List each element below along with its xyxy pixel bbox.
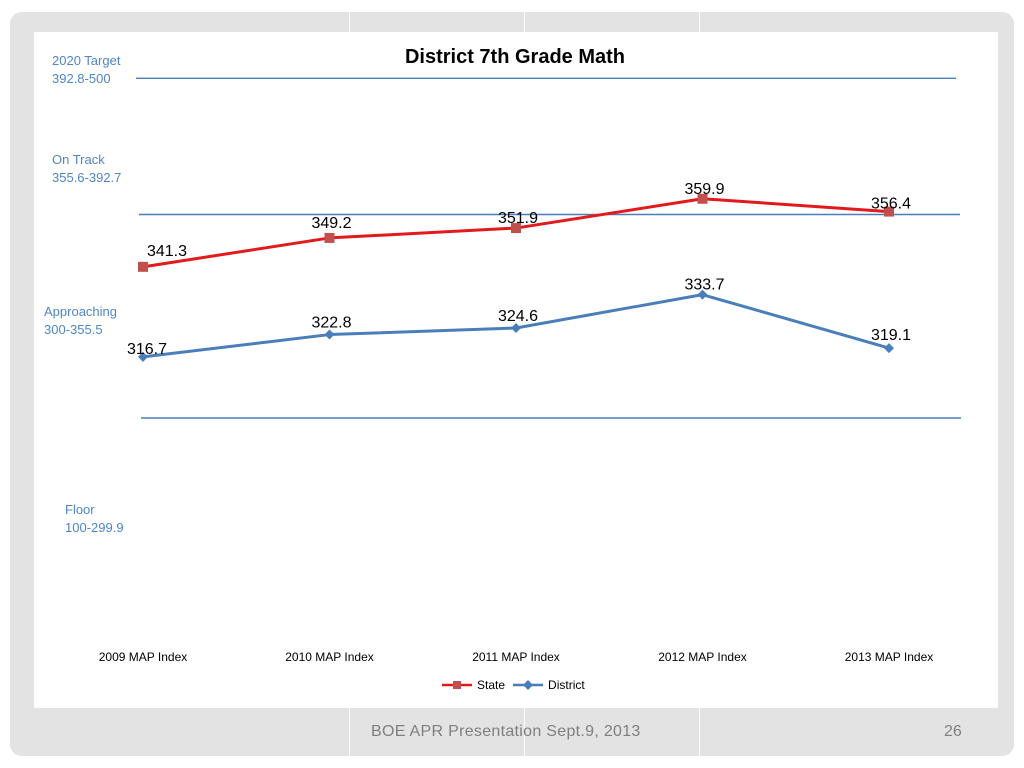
legend-item-state: State [440, 678, 505, 692]
band-name: Approaching [44, 304, 117, 319]
page-number: 26 [944, 723, 962, 740]
x-tick-label: 2011 MAP Index [472, 650, 560, 664]
data-label-state: 356.4 [871, 196, 911, 213]
x-tick-label: 2013 MAP Index [845, 650, 934, 664]
band-name: 2020 Target [52, 53, 121, 68]
data-point-district [324, 329, 335, 340]
data-label-district: 322.8 [311, 315, 351, 332]
band-label-target: 2020 Target 392.8-500 [52, 52, 120, 88]
legend-label-district: District [548, 678, 585, 692]
chart-title: District 7th Grade Math [404, 46, 626, 68]
data-label-district: 324.6 [498, 308, 538, 325]
data-label-state: 349.2 [311, 215, 351, 232]
data-point-state [884, 206, 894, 217]
chart-legend: State District [440, 678, 585, 692]
slide-footer: BOE APR Presentation Sept.9, 2013 [371, 723, 641, 740]
data-point-state [324, 232, 335, 243]
data-label-district: 319.1 [871, 327, 911, 344]
data-point-district [697, 289, 708, 300]
legend-label-state: State [477, 678, 506, 692]
x-tick-label: 2009 MAP Index [99, 650, 188, 664]
band-range: 100-299.9 [65, 520, 124, 535]
legend-item-district: District [511, 678, 585, 692]
x-tick-label: 2012 MAP Index [658, 650, 747, 664]
data-label-state: 359.9 [684, 181, 724, 198]
state-marker-icon [442, 681, 472, 689]
data-point-state [697, 193, 708, 204]
x-tick-label: 2010 MAP Index [285, 650, 374, 664]
data-point-state [138, 261, 148, 272]
band-range: 392.8-500 [52, 71, 111, 86]
band-name: Floor [65, 502, 95, 517]
data-point-district [884, 343, 894, 354]
data-label-state: 341.3 [147, 243, 187, 260]
band-range: 300-355.5 [44, 322, 103, 337]
data-point-state [511, 223, 521, 234]
district-marker-icon [513, 680, 544, 690]
data-label-state: 351.9 [498, 210, 538, 227]
band-label-approaching: Approaching 300-355.5 [44, 303, 117, 339]
data-point-district [138, 351, 148, 362]
data-label-district: 316.7 [127, 341, 167, 358]
chart-panel [34, 32, 998, 708]
data-label-district: 333.7 [684, 277, 724, 294]
band-label-on-track: On Track 355.6-392.7 [52, 151, 121, 187]
data-point-district [511, 322, 521, 333]
band-name: On Track [52, 152, 105, 167]
band-range: 355.6-392.7 [52, 170, 122, 185]
band-label-floor: Floor 100-299.9 [65, 501, 124, 537]
